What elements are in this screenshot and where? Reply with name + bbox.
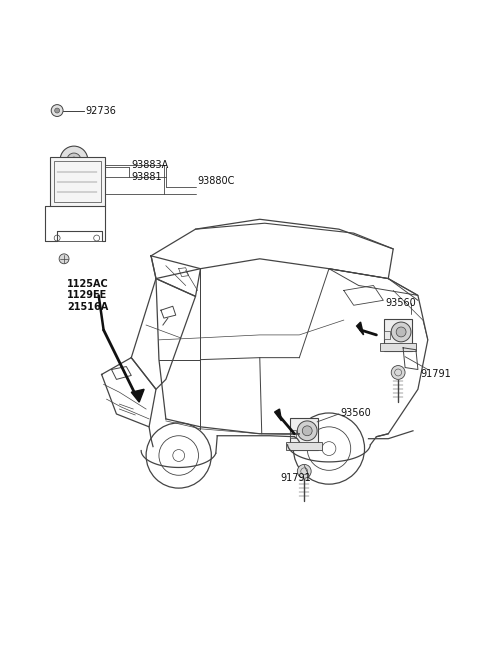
Text: 21516A: 21516A	[67, 302, 108, 312]
Polygon shape	[357, 322, 363, 335]
Text: 93881: 93881	[131, 172, 162, 182]
Text: 93880C: 93880C	[197, 176, 235, 186]
Circle shape	[297, 421, 317, 441]
Bar	[384, 319, 412, 350]
Bar	[384, 331, 390, 339]
Text: 1129EE: 1129EE	[67, 290, 107, 301]
Text: 93560: 93560	[341, 408, 372, 418]
Bar	[50, 157, 105, 206]
Text: 91791: 91791	[280, 473, 311, 483]
Circle shape	[67, 153, 81, 167]
Circle shape	[51, 105, 63, 117]
Text: 91791: 91791	[420, 369, 451, 379]
Polygon shape	[275, 409, 281, 421]
Circle shape	[302, 426, 312, 436]
Text: 1125AC: 1125AC	[67, 278, 109, 288]
Bar	[290, 418, 318, 449]
Circle shape	[71, 157, 77, 163]
Circle shape	[396, 327, 406, 337]
Text: 93883A: 93883A	[131, 160, 168, 170]
Circle shape	[59, 254, 69, 264]
Circle shape	[60, 146, 88, 174]
Bar	[54, 161, 101, 202]
Circle shape	[391, 365, 405, 379]
Text: 93560: 93560	[385, 298, 416, 309]
Text: 92736: 92736	[86, 105, 117, 115]
Circle shape	[55, 108, 60, 113]
Bar	[380, 343, 416, 350]
Bar	[290, 430, 296, 438]
Circle shape	[391, 322, 411, 342]
Circle shape	[297, 464, 311, 478]
Polygon shape	[131, 389, 144, 402]
Bar	[287, 441, 322, 449]
